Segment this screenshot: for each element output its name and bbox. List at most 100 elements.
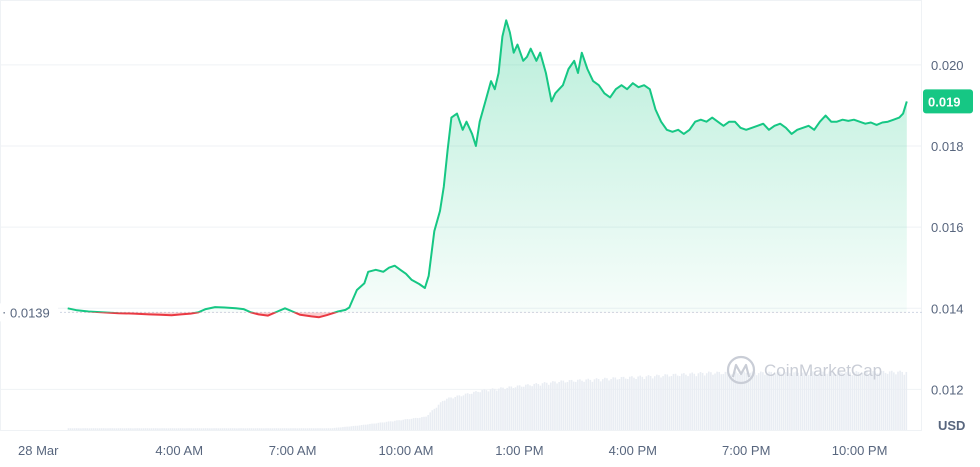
volume-bar: [803, 371, 806, 430]
volume-bar: [489, 389, 492, 430]
volume-bar: [855, 370, 858, 430]
volume-bar: [200, 428, 203, 430]
volume-bar: [340, 427, 342, 430]
volume-bar: [473, 391, 475, 430]
volume-bar: [71, 428, 74, 430]
volume-bar: [109, 428, 111, 430]
volume-bar: [701, 372, 704, 430]
volume-bar: [550, 382, 552, 430]
volume-bar: [204, 428, 207, 430]
volume-bar: [159, 428, 161, 430]
volume-bar: [144, 428, 147, 430]
volume-bar: [612, 377, 614, 430]
plot-border: [0, 0, 922, 431]
volume-bar: [250, 428, 253, 430]
volume-bar: [157, 428, 159, 430]
volume-bar: [416, 418, 419, 430]
volume-bar: [770, 371, 772, 430]
volume-bar: [244, 428, 247, 430]
volume-bar: [853, 372, 856, 430]
volume-bar: [718, 371, 721, 430]
volume-bar: [581, 380, 583, 430]
volume-bar: [269, 428, 271, 430]
volume-bar: [479, 392, 481, 430]
volume-bar: [387, 421, 390, 430]
volume-bar: [597, 379, 600, 430]
volume-bar: [649, 375, 652, 430]
volume-bar: [801, 372, 804, 430]
volume-bar: [219, 428, 222, 430]
volume-bar: [182, 428, 184, 430]
volume-bar: [708, 371, 710, 430]
volume-bar: [660, 377, 662, 430]
volume-bar: [793, 372, 795, 430]
volume-bar: [337, 427, 340, 430]
volume-bar: [585, 379, 587, 430]
volume-bar: [313, 428, 315, 430]
volume-bar: [791, 374, 793, 430]
volume-bar: [423, 416, 425, 430]
volume-bar: [876, 373, 879, 430]
volume-bar: [787, 371, 789, 430]
volume-bar: [443, 400, 446, 430]
volume-bar: [134, 428, 136, 430]
volume-bar: [288, 428, 290, 430]
volume-bar: [96, 428, 99, 430]
volume-bar: [211, 428, 213, 430]
volume-bar: [516, 385, 519, 430]
volume-bar: [757, 373, 760, 430]
volume-bar: [98, 428, 101, 430]
volume-bar: [419, 417, 421, 430]
volume-bar: [406, 419, 409, 430]
coinmarketcap-logo-icon: [726, 355, 756, 385]
volume-bar: [323, 428, 326, 430]
volume-bar: [275, 428, 278, 430]
volume-bar: [735, 371, 737, 430]
volume-bar: [608, 380, 610, 430]
volume-bar: [699, 372, 702, 430]
volume-bar: [820, 371, 822, 430]
volume-bar: [194, 428, 197, 430]
volume-bar: [192, 428, 195, 430]
volume-bar: [838, 371, 841, 430]
volume-bar: [398, 420, 400, 430]
volume-bar: [772, 374, 775, 430]
volume-bar: [458, 395, 461, 430]
volume-bar: [502, 387, 504, 430]
volume-bar: [878, 373, 881, 430]
volume-bar: [651, 378, 654, 430]
volume-bar: [498, 388, 500, 430]
volume-bar: [591, 381, 594, 430]
volume-bar: [267, 428, 269, 430]
volume-bar: [369, 423, 371, 430]
volume-bar: [223, 428, 226, 430]
volume-bar: [304, 428, 307, 430]
price-area-below-open: [67, 312, 907, 318]
volume-bar: [745, 372, 748, 430]
volume-bar: [560, 380, 563, 430]
volume-bar: [236, 428, 238, 430]
volume-bar: [610, 379, 612, 430]
volume-bar: [674, 373, 677, 430]
volume-bar: [252, 428, 255, 430]
volume-bar: [604, 377, 606, 430]
volume-bar: [100, 428, 103, 430]
volume-bar: [148, 428, 151, 430]
volume-bar: [514, 387, 517, 430]
volume-bar: [240, 428, 242, 430]
volume-bar: [579, 379, 581, 430]
volume-bar: [880, 371, 883, 430]
volume-bar: [217, 428, 219, 430]
volume-bar: [119, 428, 122, 430]
volume-bar: [410, 418, 413, 430]
volume-bar: [483, 389, 486, 430]
volume-bar: [234, 428, 236, 430]
volume-bar: [720, 374, 723, 430]
volume-bar: [836, 371, 839, 430]
volume-bar: [647, 375, 650, 430]
x-tick-label: 4:00 PM: [609, 443, 657, 458]
volume-bar: [487, 391, 490, 430]
volume-bar: [111, 428, 113, 430]
volume-bar: [327, 428, 330, 430]
volume-bar: [165, 428, 168, 430]
